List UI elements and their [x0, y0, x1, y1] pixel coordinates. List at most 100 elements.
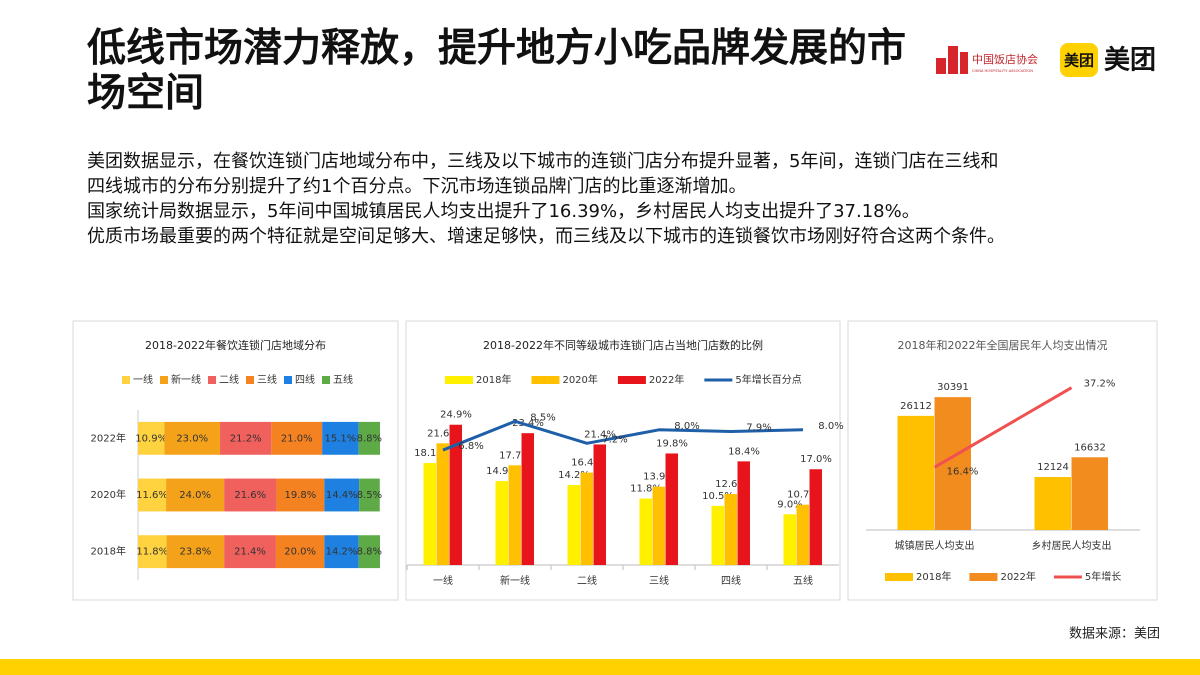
- data-label: 14.4%: [326, 490, 358, 501]
- legend-swatch: [617, 376, 646, 384]
- legend-label: 三线: [257, 373, 277, 386]
- bar: [508, 465, 521, 565]
- bar-segment: [322, 421, 359, 455]
- bar-segment: [224, 478, 277, 512]
- data-label: 8.5%: [530, 412, 555, 423]
- title: 低线市场潜力释放，提升地方小吃品牌发展的市场空间: [87, 26, 907, 116]
- x-tick-label: 二线: [577, 574, 597, 587]
- x-tick-label: 三线: [649, 574, 669, 587]
- bar-segment: [220, 421, 272, 455]
- legend-label: 5年增长: [1085, 570, 1121, 583]
- bar: [436, 443, 449, 565]
- data-label: 15.1%: [325, 433, 357, 444]
- x-tick-label: 四线: [721, 574, 741, 587]
- body-line: 国家统计局数据显示，5年间中国城镇居民人均支出提升了16.39%，乡村居民人均支…: [87, 201, 920, 222]
- bar-segment: [358, 535, 380, 569]
- legend-label: 四线: [295, 373, 315, 386]
- data-label: 14.9%: [486, 466, 518, 477]
- y-tick-label: 2020年: [91, 488, 126, 501]
- bar-segment: [138, 421, 165, 455]
- legend-label: 2022年: [649, 373, 684, 386]
- legend-label: 五线: [333, 373, 353, 386]
- logo-text: 中国饭店协会: [972, 52, 1038, 66]
- legend-swatch: [160, 376, 168, 384]
- data-label: 23.4%: [512, 418, 544, 429]
- bar: [737, 461, 750, 565]
- data-label: 21.0%: [281, 433, 313, 444]
- bar: [521, 433, 534, 565]
- bar: [567, 485, 580, 565]
- bar: [639, 498, 652, 565]
- bar-segment: [324, 535, 359, 569]
- bar-segment: [224, 535, 276, 569]
- data-label: 24.0%: [179, 490, 211, 501]
- bar: [783, 514, 796, 565]
- line: [933, 386, 1073, 469]
- data-label: 14.2%: [558, 470, 590, 481]
- bar: [1071, 457, 1108, 530]
- bar-segment: [166, 535, 225, 569]
- data-label: 26112: [900, 401, 932, 412]
- data-label: 13.9%: [643, 472, 675, 483]
- data-label: 11.6%: [136, 490, 168, 501]
- bar-segment: [138, 535, 167, 569]
- bar: [809, 469, 822, 565]
- bar: [796, 504, 809, 565]
- legend-label: 2018年: [476, 373, 511, 386]
- logo-text: 美团: [1104, 45, 1156, 76]
- data-label: 21.2%: [230, 433, 262, 444]
- data-label: 7.2%: [602, 434, 627, 445]
- data-label: 21.6%: [234, 490, 266, 501]
- data-label: 14.2%: [326, 547, 358, 558]
- bar-segment: [138, 478, 167, 512]
- data-label: 7.9%: [746, 422, 771, 433]
- data-label: 18.4%: [728, 446, 760, 457]
- data-label: 23.8%: [179, 547, 211, 558]
- legend-swatch: [208, 376, 216, 384]
- bar: [652, 486, 665, 565]
- bar-segment: [164, 421, 221, 455]
- data-label: 10.5%: [702, 491, 734, 502]
- data-label: 17.7%: [499, 450, 531, 461]
- data-label: 12124: [1037, 462, 1069, 473]
- data-label: 8.5%: [357, 490, 382, 501]
- logo-text-en: CHINA HOSPITALITY ASSOCIATION: [972, 69, 1033, 73]
- data-label: 16.4%: [571, 458, 603, 469]
- bar-segment: [271, 421, 323, 455]
- data-label: 23.0%: [176, 433, 208, 444]
- bar-segment: [166, 478, 225, 512]
- logo-shape: [948, 46, 958, 74]
- data-label: 11.8%: [630, 484, 662, 495]
- legend-swatch: [246, 376, 254, 384]
- data-label: 19.8%: [284, 490, 316, 501]
- data-label: 17.0%: [800, 454, 832, 465]
- data-label: 24.9%: [440, 410, 472, 421]
- line: [442, 419, 804, 452]
- bar: [897, 415, 934, 530]
- bar: [665, 453, 678, 565]
- bar: [495, 481, 508, 565]
- data-label: 10.9%: [135, 433, 167, 444]
- y-tick-label: 2018年: [91, 545, 126, 558]
- chart-panel: [847, 320, 1158, 601]
- legend-swatch: [445, 376, 473, 384]
- body-text: 美团数据显示，在餐饮连锁门店地域分布中，三线及以下城市的连锁门店分布提升显著，5…: [87, 151, 1005, 247]
- logo-shape: [960, 52, 968, 74]
- legend-label: 5年增长百分点: [735, 373, 801, 386]
- data-label: 18.1%: [414, 448, 446, 459]
- bar: [423, 463, 436, 565]
- data-label: 9.0%: [777, 499, 802, 510]
- legend-swatch: [122, 376, 130, 384]
- data-label: 21.4%: [584, 429, 616, 440]
- logo-shape: [936, 58, 946, 74]
- data-label: 12.6%: [715, 479, 747, 490]
- data-label: 11.8%: [136, 547, 168, 558]
- data-label: 8.8%: [357, 547, 382, 558]
- x-tick-label: 乡村居民人均支出: [1032, 539, 1112, 552]
- legend-label: 2020年: [562, 373, 597, 386]
- chart-title: 2018-2022年不同等级城市连锁门店占当地门店数的比例: [483, 338, 763, 352]
- logo-text: 美团: [1064, 52, 1094, 70]
- data-label: 16632: [1074, 442, 1106, 453]
